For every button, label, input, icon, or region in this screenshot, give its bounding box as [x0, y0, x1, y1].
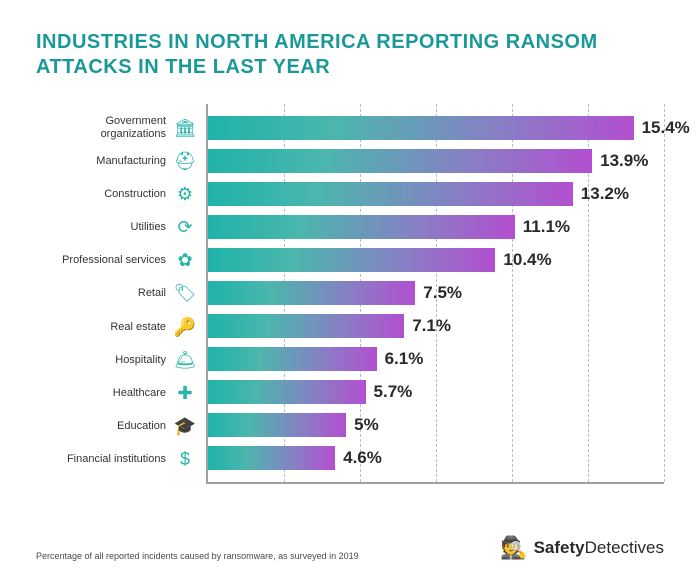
bar-row: 10.4% — [208, 246, 664, 274]
category-label-row: Hospitality 🛎 — [36, 346, 206, 374]
bar-row: 13.2% — [208, 180, 664, 208]
category-label: Hospitality — [115, 354, 166, 367]
bar: 10.4% — [208, 248, 495, 272]
bar-row: 5.7% — [208, 378, 664, 406]
bar-value: 7.1% — [404, 316, 451, 336]
bar: 11.1% — [208, 215, 515, 239]
bar-row: 7.1% — [208, 312, 664, 340]
bar: 5.7% — [208, 380, 366, 404]
category-label-row: Education 🎓 — [36, 413, 206, 441]
bar: 13.9% — [208, 149, 592, 173]
category-label: Healthcare — [113, 387, 166, 400]
bar: 7.5% — [208, 281, 415, 305]
category-label-row: Retail 🏷 — [36, 280, 206, 308]
bar: 4.6% — [208, 446, 335, 470]
bar-value: 5.7% — [366, 382, 413, 402]
chart-title: INDUSTRIES IN NORTH AMERICA REPORTING RA… — [36, 30, 664, 80]
category-label: Government organizations — [56, 115, 166, 141]
brand-bold: Safety — [534, 538, 585, 557]
bar-value: 4.6% — [335, 448, 382, 468]
bar: 6.1% — [208, 347, 377, 371]
category-label: Utilities — [131, 221, 166, 234]
category-label-row: Government organizations 🏛 — [36, 114, 206, 142]
bar-row: 15.4% — [208, 114, 664, 142]
cloche-icon: 🛎 — [174, 349, 196, 371]
bar-row: 13.9% — [208, 147, 664, 175]
category-label-row: Real estate 🔑 — [36, 313, 206, 341]
category-label: Retail — [138, 287, 166, 300]
category-label: Real estate — [110, 321, 166, 334]
bar-row: 5% — [208, 411, 664, 439]
category-label-row: Utilities ⟳ — [36, 214, 206, 242]
category-label-row: Professional services ✿ — [36, 247, 206, 275]
detective-icon: 🕵 — [500, 535, 527, 561]
bar-row: 11.1% — [208, 213, 664, 241]
bar-value: 5% — [346, 415, 379, 435]
bar-value: 7.5% — [415, 283, 462, 303]
footnote: Percentage of all reported incidents cau… — [36, 551, 359, 561]
category-label-row: Manufacturing ⛑ — [36, 147, 206, 175]
category-label: Financial institutions — [67, 453, 166, 466]
tag-icon: 🏷 — [174, 283, 196, 305]
refresh-icon: ⟳ — [174, 217, 196, 239]
hardhat-icon: ⛑ — [174, 150, 196, 172]
bar-value: 11.1% — [515, 217, 570, 237]
brand-logo: 🕵 SafetyDetectives — [500, 535, 664, 561]
gears-icon: ⚙ — [174, 183, 196, 205]
category-label: Professional services — [62, 254, 166, 267]
bar-row: 6.1% — [208, 345, 664, 373]
bar-row: 7.5% — [208, 279, 664, 307]
brand-thin: Detectives — [585, 538, 664, 557]
plus-icon: ✚ — [174, 383, 196, 405]
bar-row: 4.6% — [208, 444, 664, 472]
bar: 7.1% — [208, 314, 404, 338]
bar-value: 10.4% — [495, 250, 551, 270]
bar-value: 13.2% — [573, 184, 629, 204]
dollar-icon: $ — [174, 449, 196, 471]
plot-area: 15.4%13.9%13.2%11.1%10.4%7.5%7.1%6.1%5.7… — [206, 104, 664, 484]
category-label-row: Healthcare ✚ — [36, 380, 206, 408]
category-label: Manufacturing — [96, 155, 166, 168]
category-label: Education — [117, 420, 166, 433]
cogs-icon: ✿ — [174, 250, 196, 272]
bar-value: 15.4% — [634, 118, 690, 138]
bar-chart: Government organizations 🏛 Manufacturing ⛑ C… — [36, 104, 664, 484]
bar-value: 6.1% — [377, 349, 424, 369]
grid-line — [664, 104, 665, 482]
bar: 13.2% — [208, 182, 573, 206]
bar-value: 13.9% — [592, 151, 648, 171]
category-label: Construction — [104, 188, 166, 201]
bar: 5% — [208, 413, 346, 437]
key-icon: 🔑 — [174, 316, 196, 338]
category-label-row: Construction ⚙ — [36, 180, 206, 208]
grad-cap-icon: 🎓 — [174, 416, 196, 438]
building-icon: 🏛 — [174, 117, 196, 139]
category-label-row: Financial institutions $ — [36, 446, 206, 474]
bar: 15.4% — [208, 116, 634, 140]
